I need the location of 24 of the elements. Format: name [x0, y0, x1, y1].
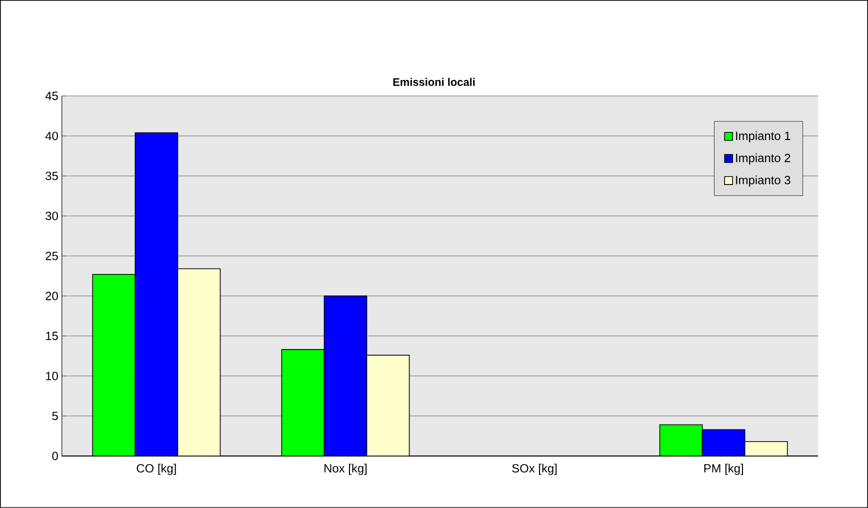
bar: [134, 132, 178, 456]
y-tick-label: 5: [52, 412, 58, 420]
x-tick-label: PM [kg]: [704, 464, 743, 475]
bar: [659, 424, 703, 456]
bar: [702, 429, 746, 456]
bar: [92, 274, 136, 456]
y-tick-label: 40: [45, 132, 58, 140]
y-tick-label: 45: [45, 92, 58, 100]
legend-label: Impianto 1: [736, 131, 790, 142]
chart-title: Emissioni locali: [393, 78, 475, 86]
y-tick-label: 10: [46, 372, 58, 380]
y-tick-label: 0: [52, 452, 58, 460]
y-tick-label: 35: [46, 172, 58, 180]
bar: [324, 296, 368, 456]
bar: [281, 349, 325, 456]
x-tick-label: Nox [kg]: [324, 464, 367, 475]
x-tick-label: CO [kg]: [136, 464, 176, 475]
y-tick-label: 30: [46, 212, 58, 220]
y-tick-label: 15: [46, 332, 58, 340]
x-tick-label: SOx [kg]: [512, 464, 557, 475]
legend-label: Impianto 2: [736, 153, 790, 165]
y-tick-label: 20: [46, 292, 58, 300]
y-tick-label: 25: [46, 252, 58, 260]
legend-label: Impianto 3: [736, 176, 790, 187]
